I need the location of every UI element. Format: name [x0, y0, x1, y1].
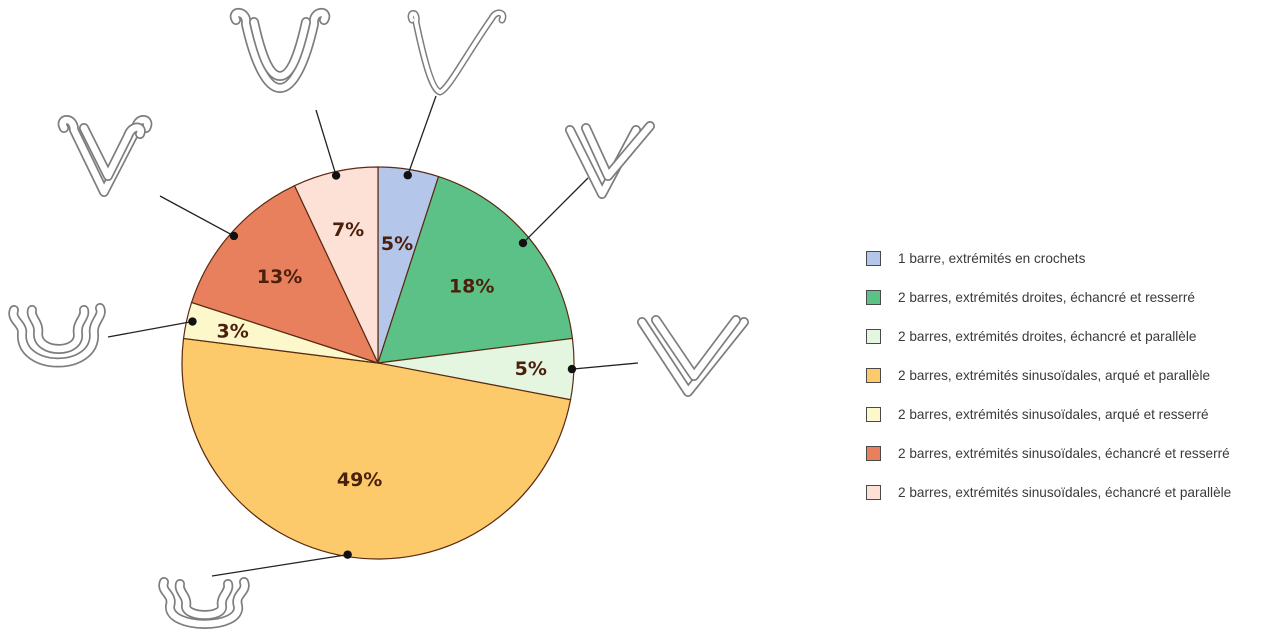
legend-swatch — [866, 328, 881, 344]
leader-dot — [518, 238, 528, 248]
slice-percent-label: 3% — [216, 321, 248, 343]
clip-icon-straight-parallel — [637, 315, 749, 397]
legend-item: 2 barres, extrémités sinusoïdales, échan… — [866, 441, 1271, 465]
clip-icon-sinus-arched-narrowed — [8, 303, 106, 368]
leader-line — [159, 195, 235, 237]
legend-label: 2 barres, extrémités sinusoïdales, arqué… — [898, 367, 1211, 383]
leader-line — [211, 554, 348, 577]
clip-icon-sinus-notched-parallel — [229, 8, 331, 93]
slice-percent-label: 5% — [381, 233, 413, 255]
legend-swatch — [866, 406, 881, 422]
clip-icon-straight-narrowed — [565, 121, 655, 199]
clip-icon-single-hooks — [407, 9, 507, 96]
slice-percent-label: 18% — [449, 276, 494, 298]
clip-icon-sinus-notched-narrowed — [57, 115, 153, 197]
legend-swatch — [866, 367, 881, 383]
leader-line — [522, 177, 589, 244]
legend-item: 2 barres, extrémités sinusoïdales, arqué… — [866, 402, 1271, 426]
legend-swatch — [866, 484, 881, 500]
legend-swatch — [866, 289, 881, 305]
slice-percent-label: 5% — [515, 358, 547, 380]
legend-label: 2 barres, extrémités droites, échancré e… — [898, 328, 1197, 344]
leader-dot — [229, 231, 239, 241]
clip-icon-sinus-arched-parallel — [158, 577, 250, 629]
leader-line — [571, 362, 639, 370]
chart-legend: 1 barre, extrémités en crochets 2 barres… — [866, 246, 1271, 519]
leader-line — [107, 320, 193, 338]
legend-label: 2 barres, extrémités sinusoïdales, échan… — [898, 484, 1232, 500]
leader-dot — [188, 317, 197, 326]
pie-leader-lines — [107, 95, 639, 577]
pie-slices — [181, 166, 575, 560]
legend-label: 2 barres, extrémités sinusoïdales, échan… — [898, 445, 1230, 461]
slice-percent-label: 49% — [337, 469, 382, 491]
legend-item: 2 barres, extrémités sinusoïdales, échan… — [866, 480, 1271, 504]
leader-line — [407, 95, 437, 176]
legend-label: 2 barres, extrémités sinusoïdales, arqué… — [898, 406, 1209, 422]
slice-percent-label: 13% — [257, 266, 302, 288]
legend-item: 2 barres, extrémités droites, échancré e… — [866, 285, 1271, 309]
pie-slice — [377, 175, 574, 364]
leader-dot — [403, 171, 412, 180]
legend-label: 2 barres, extrémités droites, échancré e… — [898, 289, 1195, 305]
slice-percent-label: 7% — [332, 219, 364, 241]
legend-swatch — [866, 250, 881, 266]
legend-label: 1 barre, extrémités en crochets — [898, 250, 1086, 266]
leader-dot — [331, 171, 341, 180]
legend-item: 2 barres, extrémités sinusoïdales, arqué… — [866, 363, 1271, 387]
leader-dot — [343, 550, 352, 559]
pie-percent-labels: 5% 18% 5% 49% 3% 13% 7% — [216, 219, 546, 491]
leader-dot — [567, 364, 577, 374]
leader-line — [315, 109, 337, 176]
legend-swatch — [866, 445, 881, 461]
legend-item: 2 barres, extrémités droites, échancré e… — [866, 324, 1271, 348]
clip-illustrations — [8, 8, 749, 629]
legend-item: 1 barre, extrémités en crochets — [866, 246, 1271, 270]
